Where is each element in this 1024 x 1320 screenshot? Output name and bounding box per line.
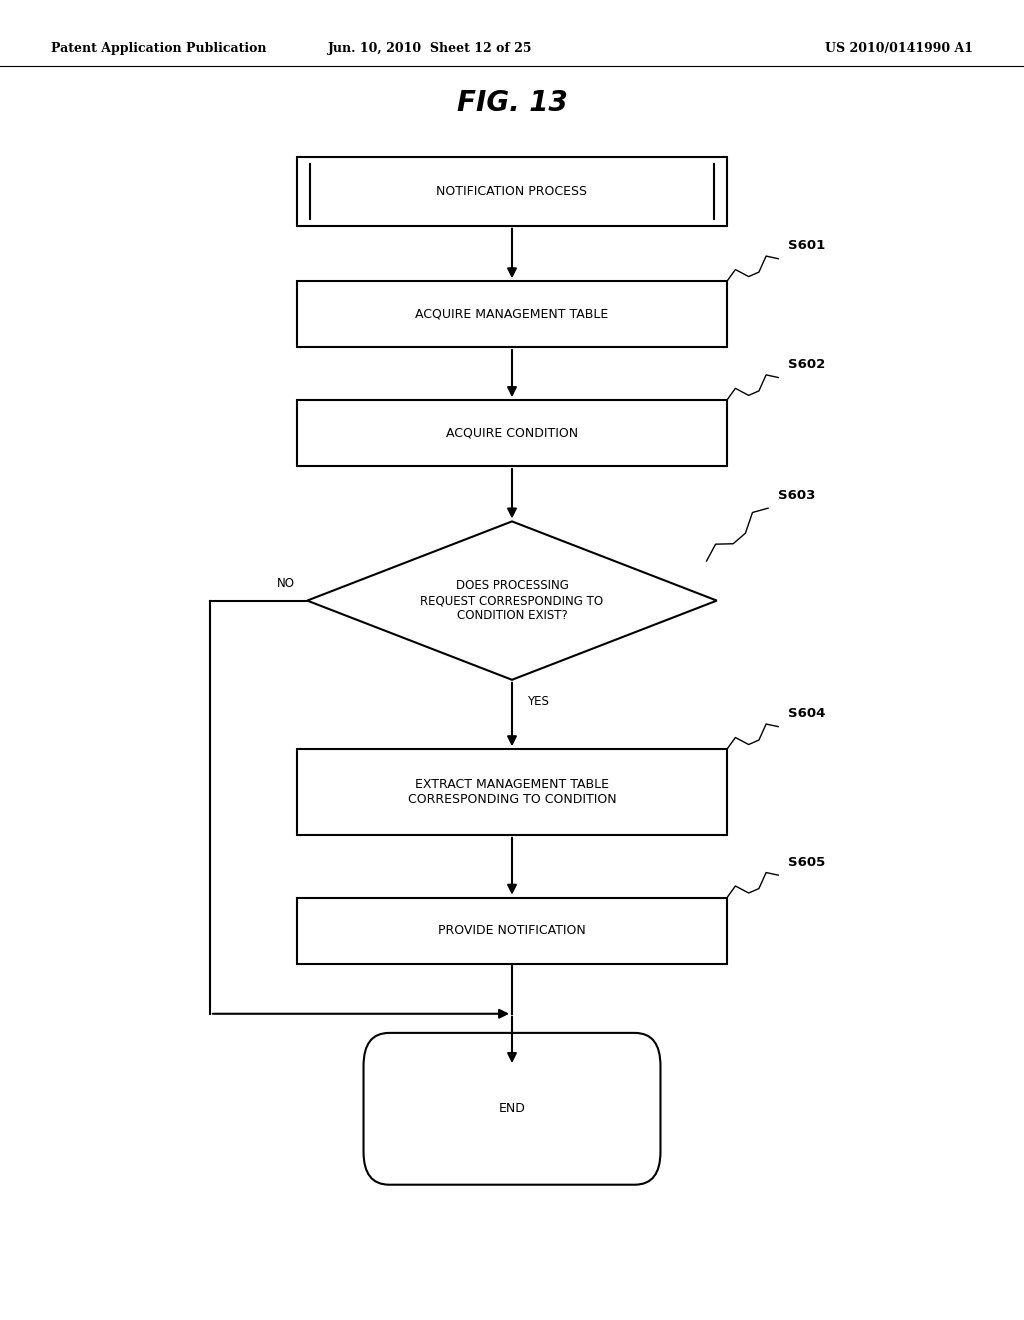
FancyBboxPatch shape (297, 748, 727, 834)
FancyBboxPatch shape (297, 400, 727, 466)
Text: ACQUIRE MANAGEMENT TABLE: ACQUIRE MANAGEMENT TABLE (416, 308, 608, 321)
Text: DOES PROCESSING
REQUEST CORRESPONDING TO
CONDITION EXIST?: DOES PROCESSING REQUEST CORRESPONDING TO… (421, 579, 603, 622)
FancyBboxPatch shape (297, 157, 727, 226)
Text: S605: S605 (788, 855, 825, 869)
Text: S603: S603 (778, 488, 815, 502)
Text: NO: NO (276, 577, 295, 590)
Text: END: END (499, 1102, 525, 1115)
Text: Jun. 10, 2010  Sheet 12 of 25: Jun. 10, 2010 Sheet 12 of 25 (328, 42, 532, 55)
Text: ACQUIRE CONDITION: ACQUIRE CONDITION (445, 426, 579, 440)
Text: YES: YES (527, 694, 549, 708)
FancyBboxPatch shape (364, 1032, 660, 1185)
FancyBboxPatch shape (297, 898, 727, 964)
Text: US 2010/0141990 A1: US 2010/0141990 A1 (824, 42, 973, 55)
FancyBboxPatch shape (297, 281, 727, 347)
Text: S602: S602 (788, 358, 825, 371)
Text: Patent Application Publication: Patent Application Publication (51, 42, 266, 55)
Text: FIG. 13: FIG. 13 (457, 88, 567, 117)
Text: PROVIDE NOTIFICATION: PROVIDE NOTIFICATION (438, 924, 586, 937)
Text: S604: S604 (788, 708, 825, 721)
Text: NOTIFICATION PROCESS: NOTIFICATION PROCESS (436, 185, 588, 198)
Text: EXTRACT MANAGEMENT TABLE
CORRESPONDING TO CONDITION: EXTRACT MANAGEMENT TABLE CORRESPONDING T… (408, 777, 616, 807)
Polygon shape (307, 521, 717, 680)
Text: S601: S601 (788, 239, 825, 252)
